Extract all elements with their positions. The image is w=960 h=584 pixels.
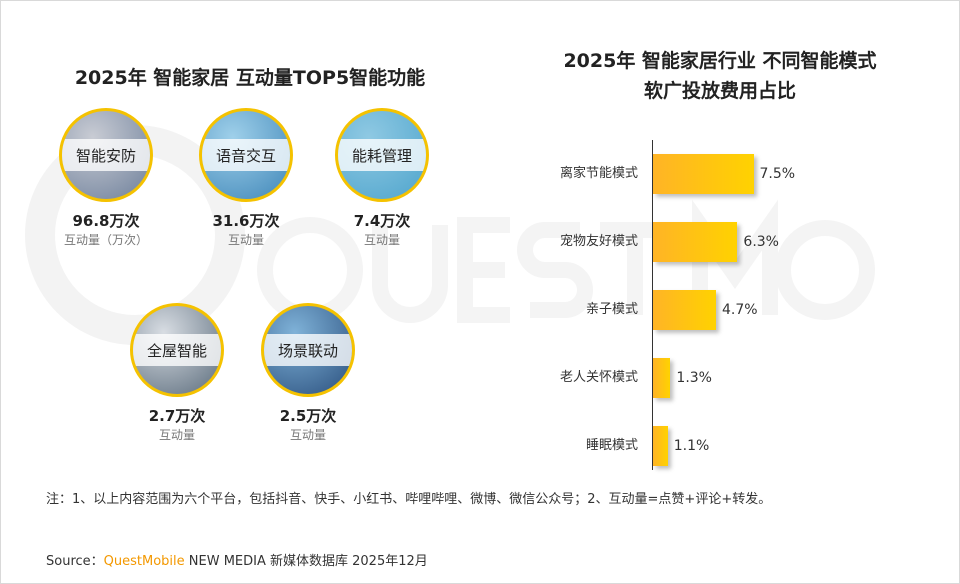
feature-label: 互动量 <box>158 428 195 442</box>
category-label: 宠物友好模式 <box>559 234 638 249</box>
chart-title-line-1: 2025年 智能家居行业 不同智能模式 <box>563 50 877 72</box>
feature-image: 语音交互 <box>199 108 293 202</box>
bar-value-label: 1.3% <box>676 370 712 386</box>
bar <box>653 222 738 262</box>
feature-label: 互动量 <box>227 233 264 247</box>
category-label: 离家节能模式 <box>559 166 638 181</box>
feature-image: 能耗管理 <box>335 108 429 202</box>
feature-label: 互动量 <box>289 428 326 442</box>
bar <box>653 426 668 466</box>
source-rest: NEW MEDIA 新媒体数据库 2025年12月 <box>184 554 428 569</box>
feature-name: 能耗管理 <box>338 139 426 171</box>
bar-value-label: 4.7% <box>721 302 758 318</box>
bar-value-label: 6.3% <box>743 234 779 250</box>
feature-image: 场景联动 <box>261 303 355 397</box>
feature-image: 智能安防 <box>59 108 153 202</box>
feature-label: 互动量 <box>363 233 400 247</box>
footnote: 注：1、以上内容范围为六个平台，包括抖音、快手、小红书、哔哩哔哩、微博、微信公众… <box>46 492 772 507</box>
y-axis <box>652 140 653 470</box>
feature-name: 全屋智能 <box>133 334 221 366</box>
feature-value: 31.6万次 <box>212 212 280 230</box>
source-brand: QuestMobile <box>103 554 185 569</box>
bar <box>653 358 671 398</box>
bar-value-label: 7.5% <box>759 166 796 182</box>
feature-label: 互动量（万次） <box>63 233 148 247</box>
category-label: 亲子模式 <box>585 302 638 317</box>
feature-image: 全屋智能 <box>130 303 224 397</box>
feature-name: 智能安防 <box>62 139 150 171</box>
feature-name: 场景联动 <box>264 334 352 366</box>
feature-value: 2.7万次 <box>148 407 206 425</box>
feature-value: 2.5万次 <box>279 407 337 425</box>
source: Source：QuestMobile NEW MEDIA 新媒体数据库 2025… <box>46 550 428 569</box>
feature-value: 7.4万次 <box>353 212 411 230</box>
category-label: 老人关怀模式 <box>559 370 638 385</box>
feature-value: 96.8万次 <box>72 212 140 230</box>
chart-title: 2025年 智能家居行业 不同智能模式 软广投放费用占比 <box>520 46 920 106</box>
category-label: 睡眠模式 <box>585 438 638 453</box>
feature-name: 语音交互 <box>202 139 290 171</box>
bar <box>653 290 716 330</box>
chart-title-line-2: 软广投放费用占比 <box>643 80 796 102</box>
bar-value-label: 1.1% <box>673 438 710 454</box>
source-prefix: Source： <box>46 554 104 569</box>
left-title: 2025年 智能家居 互动量TOP5智能功能 <box>74 67 426 89</box>
bar <box>653 154 754 194</box>
